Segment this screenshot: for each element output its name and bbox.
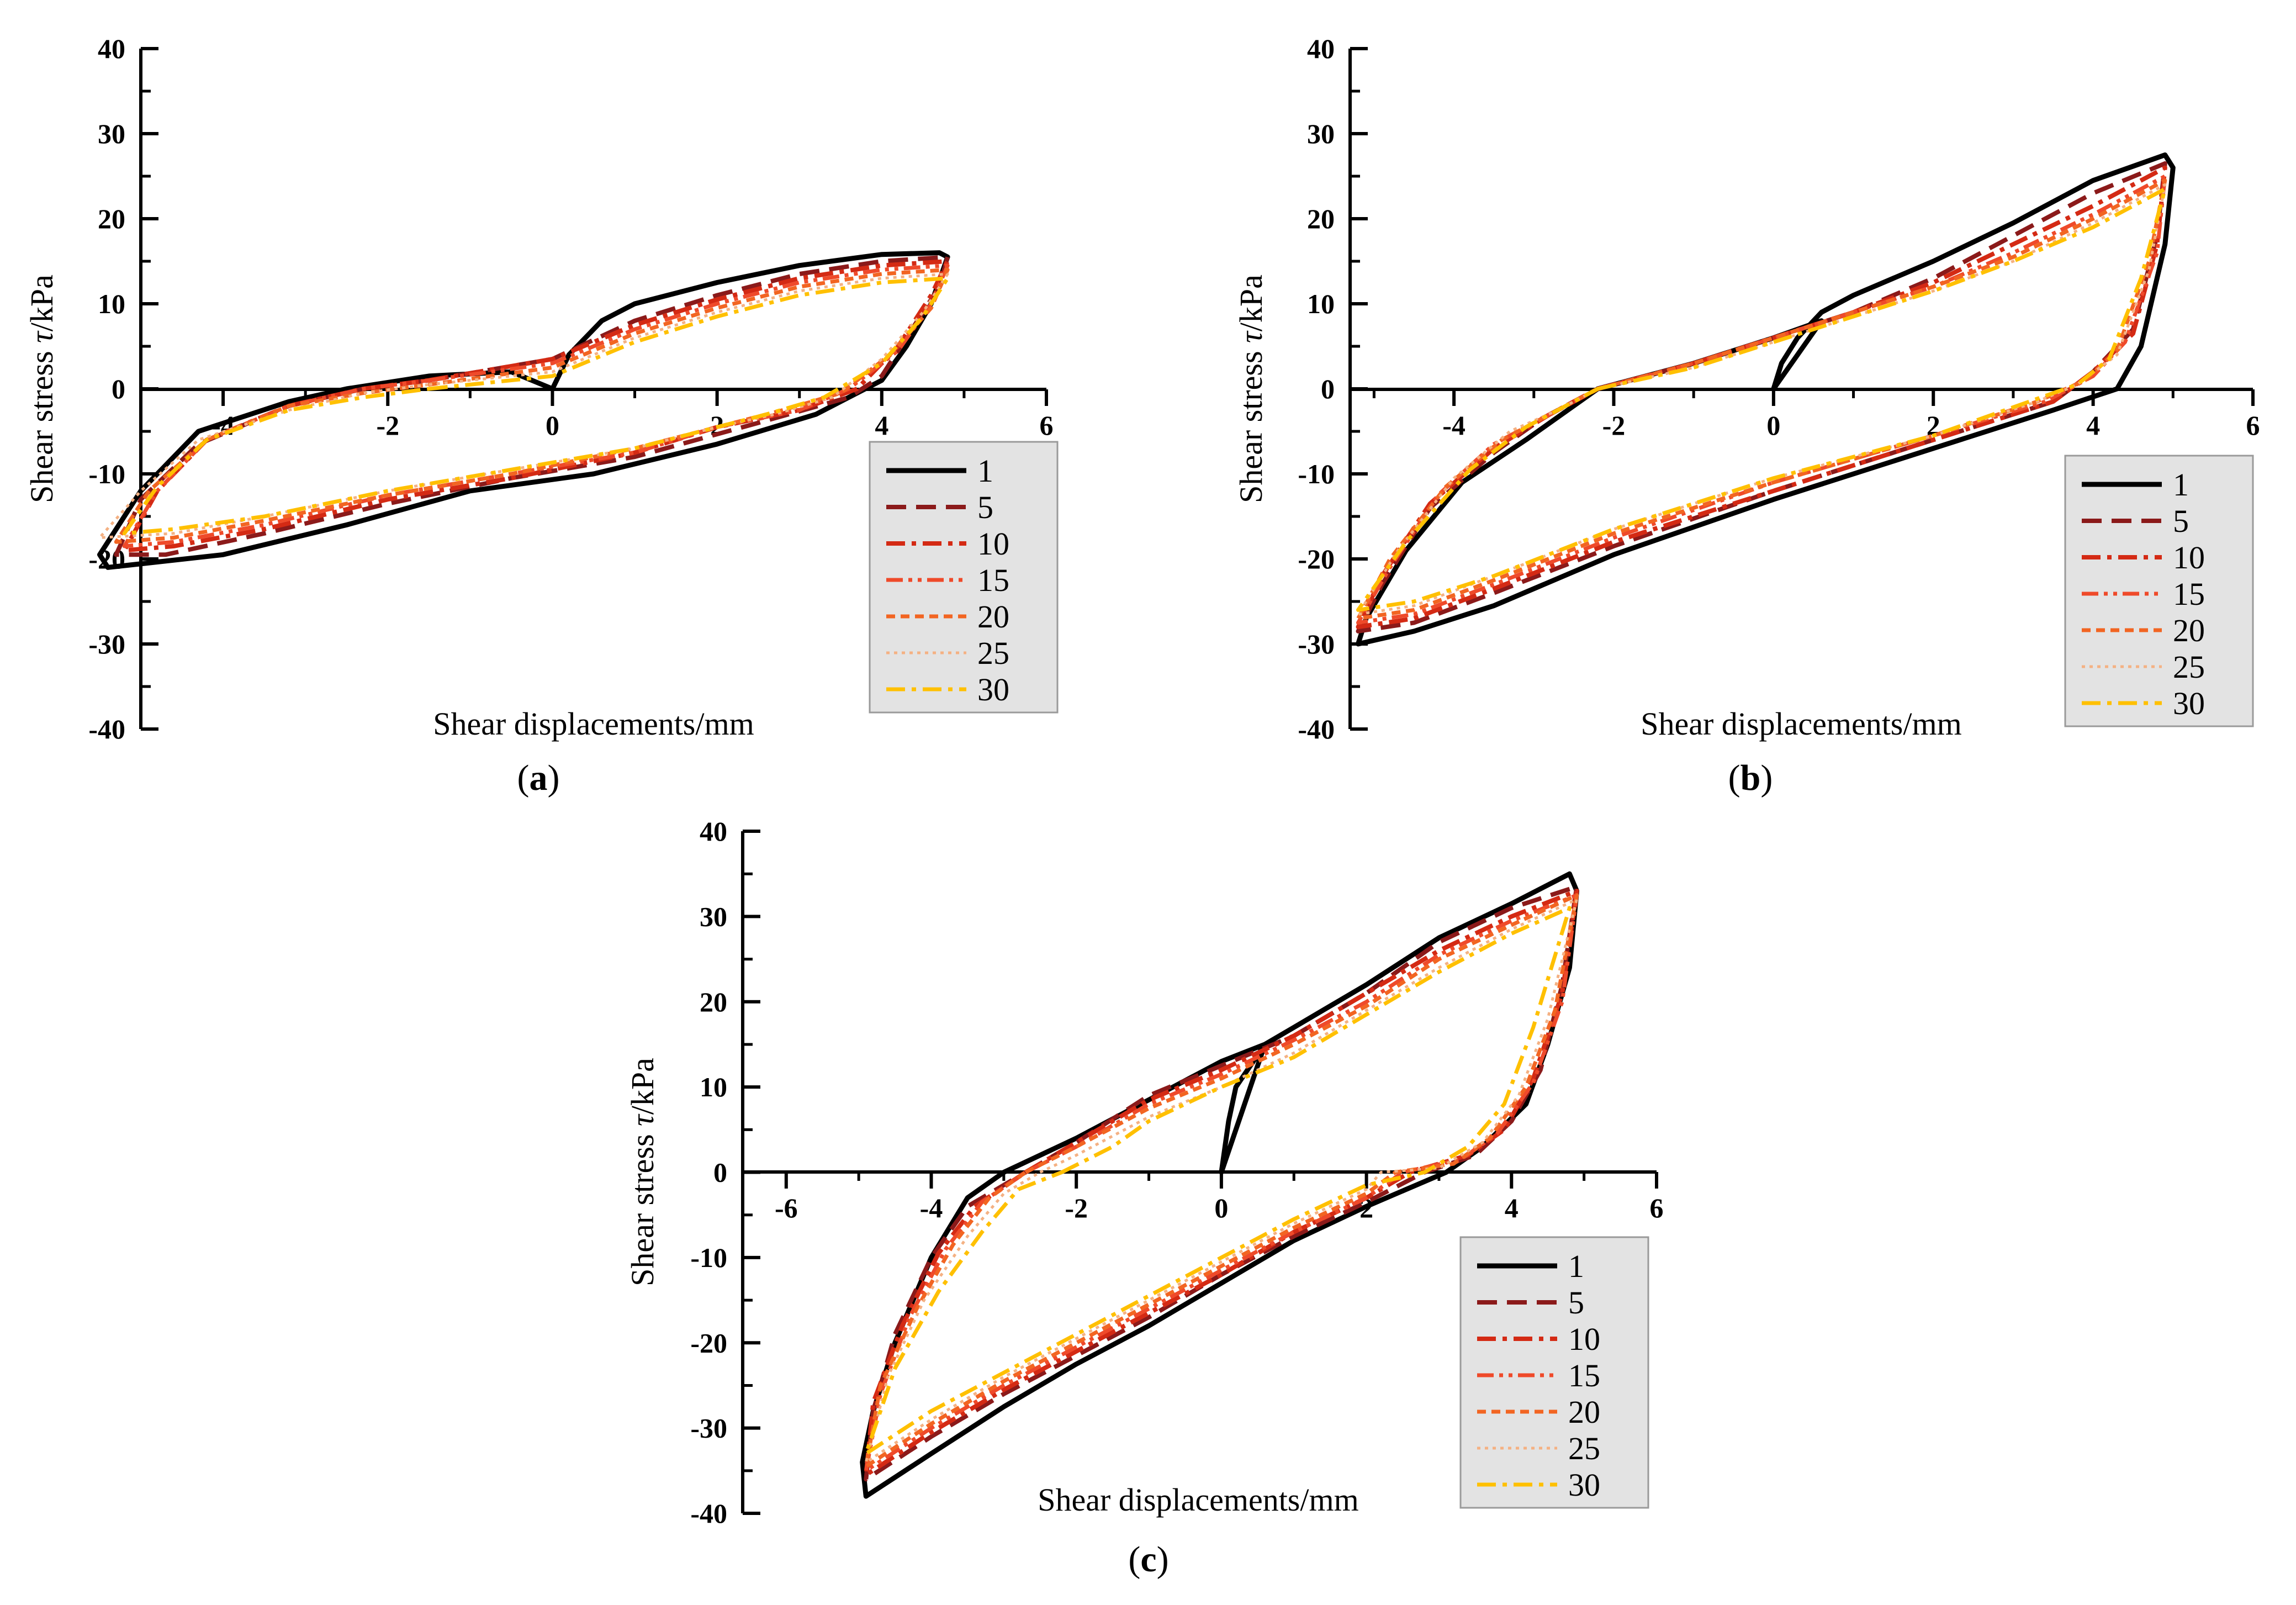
- series-line-cycle-30: [122, 276, 950, 536]
- y-tick-label: 40: [700, 816, 727, 847]
- x-tick-label: 6: [1040, 410, 1054, 441]
- legend-label-cycle-15: 15: [2173, 576, 2205, 612]
- x-tick-label: 4: [2086, 410, 2100, 441]
- x-tick-label: -4: [920, 1192, 943, 1223]
- y-tick-label: 30: [700, 901, 727, 932]
- x-tick-label: 0: [1214, 1192, 1228, 1223]
- x-tick-label: -2: [1065, 1192, 1088, 1223]
- legend-label-cycle-1: 1: [977, 453, 993, 489]
- legend-label-cycle-30: 30: [977, 672, 1009, 708]
- series-line-cycle-10: [864, 889, 1579, 1477]
- x-tick-label: 6: [2246, 410, 2260, 441]
- series-line-cycle-1: [860, 871, 1579, 1499]
- y-tick-label: -40: [690, 1498, 727, 1529]
- legend-label-cycle-15: 15: [1568, 1358, 1600, 1393]
- y-axis-label: Shear stress τ/kPa: [1233, 274, 1269, 503]
- x-tick-label: 4: [1505, 1192, 1519, 1223]
- legend-label-cycle-5: 5: [977, 489, 993, 525]
- legend-label-cycle-20: 20: [2173, 613, 2205, 648]
- y-tick-label: -10: [88, 458, 125, 489]
- panel-label: (c): [1128, 1539, 1168, 1580]
- legend-box: [2064, 455, 2254, 727]
- y-axis-label: Shear stress τ/kPa: [24, 274, 60, 503]
- x-axis-label: Shear displacements/mm: [433, 706, 754, 742]
- legend-label-cycle-10: 10: [977, 526, 1009, 562]
- legend-label-cycle-15: 15: [977, 562, 1009, 598]
- legend-label-cycle-30: 30: [2173, 685, 2205, 721]
- y-tick-label: 0: [112, 373, 125, 404]
- series-line-cycle-25: [98, 272, 949, 539]
- x-axis-label: Shear displacements/mm: [1641, 706, 1961, 742]
- y-tick-label: 20: [1307, 203, 1335, 234]
- legend-label-cycle-5: 5: [2173, 503, 2189, 539]
- y-tick-label: 30: [98, 118, 125, 149]
- series-line-cycle-5: [114, 255, 950, 557]
- legend-label-cycle-25: 25: [1568, 1430, 1600, 1466]
- y-tick-label: 10: [98, 288, 125, 319]
- y-tick-label: 10: [1307, 288, 1335, 319]
- x-tick-label: -6: [775, 1192, 798, 1223]
- x-tick-label: 0: [1766, 410, 1780, 441]
- series-line-cycle-30: [1356, 187, 2167, 612]
- legend-box: [869, 441, 1059, 714]
- series-line-cycle-25: [864, 898, 1578, 1464]
- x-tick-label: 0: [546, 410, 559, 441]
- legend-label-cycle-5: 5: [1568, 1285, 1584, 1321]
- legend-label-cycle-10: 10: [1568, 1321, 1600, 1357]
- legend-label-cycle-1: 1: [1568, 1248, 1584, 1284]
- series-line-cycle-20: [114, 267, 950, 544]
- y-axis-label: Shear stress τ/kPa: [625, 1058, 660, 1286]
- series-line-cycle-5: [1356, 161, 2167, 633]
- y-tick-label: 0: [713, 1157, 727, 1188]
- y-tick-label: 20: [700, 986, 727, 1017]
- series-line-cycle-30: [864, 906, 1572, 1456]
- legend-label-cycle-25: 25: [977, 635, 1009, 671]
- y-tick-label: 40: [98, 33, 125, 64]
- y-tick-label: -40: [1298, 714, 1335, 745]
- legend-label-cycle-20: 20: [1568, 1394, 1600, 1430]
- y-tick-label: 30: [1307, 118, 1335, 149]
- y-tick-label: 10: [700, 1071, 727, 1102]
- legend-label-cycle-20: 20: [977, 599, 1009, 635]
- y-tick-label: -30: [690, 1413, 727, 1444]
- x-axis-label: Shear displacements/mm: [1038, 1482, 1358, 1518]
- x-tick-label: -2: [1602, 410, 1626, 441]
- series-line-cycle-1: [97, 250, 950, 570]
- y-tick-label: 40: [1307, 33, 1335, 64]
- y-tick-label: -10: [1298, 458, 1335, 489]
- legend-box: [1459, 1236, 1649, 1509]
- x-tick-label: -4: [1442, 410, 1466, 441]
- x-tick-label: -2: [376, 410, 399, 441]
- y-tick-label: -30: [1298, 629, 1335, 659]
- legend-label-cycle-30: 30: [1568, 1467, 1600, 1503]
- series-line-cycle-1: [1356, 152, 2176, 647]
- legend-label-cycle-25: 25: [2173, 649, 2205, 685]
- x-tick-label: 6: [1650, 1192, 1664, 1223]
- legend-label-cycle-1: 1: [2173, 467, 2189, 503]
- y-tick-label: -40: [88, 714, 125, 745]
- panel-label: (a): [517, 758, 560, 798]
- y-tick-label: -20: [690, 1327, 727, 1358]
- y-tick-label: -10: [690, 1242, 727, 1273]
- panel-label: (b): [1728, 758, 1773, 798]
- series-line-cycle-10: [122, 259, 950, 553]
- y-tick-label: 20: [98, 203, 125, 234]
- y-tick-label: -20: [1298, 543, 1335, 574]
- y-tick-label: -30: [88, 629, 125, 659]
- series-line-cycle-15: [122, 263, 950, 548]
- series-line-cycle-15: [1356, 174, 2167, 625]
- series-line-cycle-25: [1357, 183, 2167, 616]
- y-tick-label: 0: [1321, 373, 1335, 404]
- x-tick-label: 4: [875, 410, 888, 441]
- legend-label-cycle-10: 10: [2173, 540, 2205, 576]
